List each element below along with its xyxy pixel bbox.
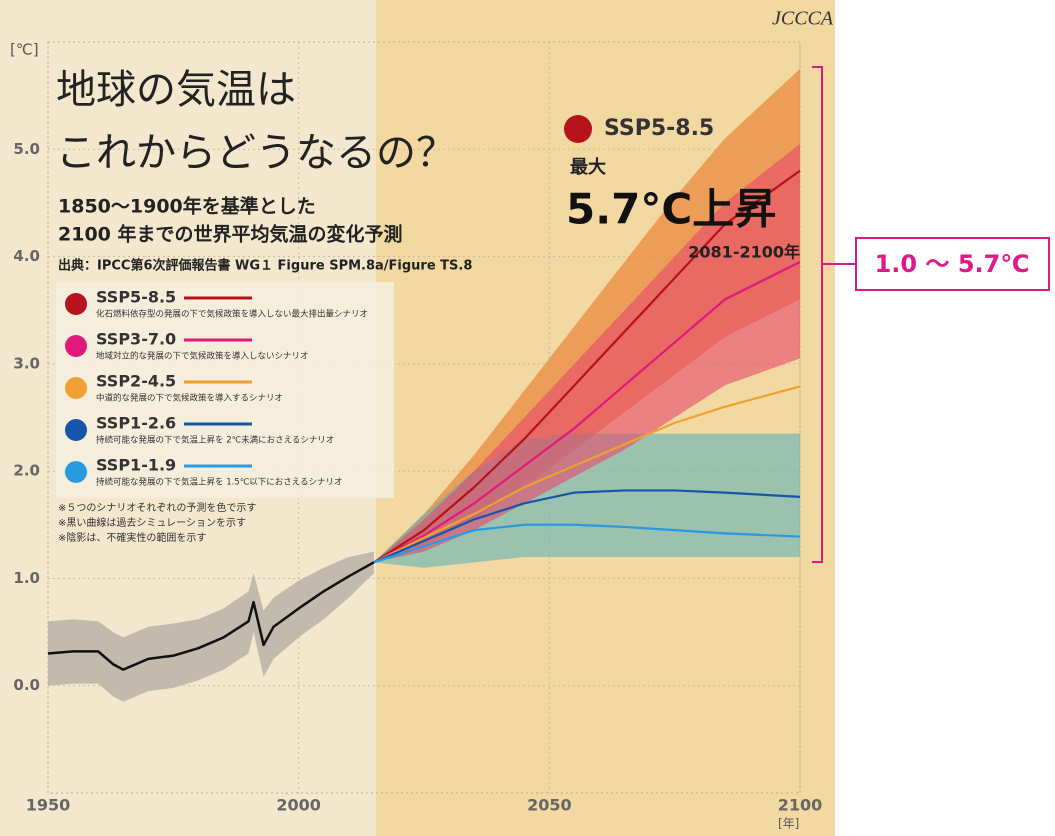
uncertainty-band (373, 68, 800, 563)
legend-description: 地域対立的な発展の下で気候政策を導入しないシナリオ (96, 351, 309, 362)
history-line (47, 561, 375, 671)
note: ※陰影は、不確実性の範囲を示す (58, 531, 206, 544)
annotation-scenario: SSP5-8.5 (604, 116, 714, 141)
y-tick-label: 0.0 (13, 676, 40, 694)
source: 出典：IPCC第6次評価報告書 WG１ Figure SPM.8a/Figure… (58, 258, 472, 274)
legend-panel (56, 282, 394, 498)
callout-bracket (812, 66, 823, 563)
note: ※５つのシナリオそれぞれの予測を色で示す (58, 501, 256, 514)
history-band (48, 551, 374, 702)
y-tick-label: 5.0 (13, 140, 40, 158)
legend-icon (65, 377, 87, 399)
x-tick-label: 2000 (276, 796, 321, 815)
legend-description: 化石燃料依存型の発展の下で気候政策を導入しない最大排出量シナリオ (96, 309, 368, 320)
annotation-value: 5.7°C上昇 (566, 185, 776, 234)
y-tick-label: 2.0 (13, 462, 40, 480)
legend-name: SSP5-8.5 (96, 288, 176, 307)
uncertainty-band (373, 143, 800, 563)
subtitle-line: 2100 年までの世界平均気温の変化予測 (58, 223, 403, 246)
legend-icon (65, 461, 87, 483)
annotation-icon (564, 115, 592, 143)
legend-icon (65, 293, 87, 315)
scenario-line (373, 489, 801, 564)
x-tick-label: 1950 (26, 796, 71, 815)
x-tick-label: 2050 (527, 796, 572, 815)
legend-name: SSP1-1.9 (96, 456, 176, 475)
legend-icon (65, 335, 87, 357)
legend-description: 中道的な発展の下で気候政策を導入するシナリオ (96, 393, 283, 404)
x-tick-label: 2100 (778, 796, 823, 815)
legend-name: SSP1-2.6 (96, 414, 176, 433)
title-line: これからどうなるの？ (56, 130, 456, 176)
legend-description: 持続可能な発展の下で気温上昇を 1.5℃以下におさえるシナリオ (96, 477, 343, 488)
legend-name: SSP3-7.0 (96, 330, 176, 349)
note: ※黒い曲線は過去シミュレーションを示す (58, 516, 246, 529)
y-tick-label: 1.0 (13, 569, 40, 587)
scenario-line (373, 385, 801, 564)
x-unit: [年] (778, 817, 799, 831)
legend-name: SSP2-4.5 (96, 372, 176, 391)
y-tick-label: 4.0 (13, 247, 40, 265)
legend-icon (65, 419, 87, 441)
title-line: 地球の気温は (56, 67, 296, 113)
scenario-line (373, 169, 801, 564)
callout-box (855, 237, 1050, 291)
logo: JCCCA (772, 8, 834, 30)
scenario-line (373, 523, 801, 564)
callout-text: 1.0 ～ 5.7℃ (875, 250, 1030, 278)
subtitle-line: 1850～1900年を基準とした (58, 195, 316, 218)
annotation-label: 最大 (570, 156, 606, 178)
annotation-period: 2081-2100年 (688, 243, 800, 262)
y-unit: [℃] (10, 41, 39, 59)
marks (47, 42, 801, 793)
scenario-line (373, 260, 801, 564)
y-tick-label: 3.0 (13, 354, 40, 372)
legend-description: 持続可能な発展の下で気温上昇を 2℃未満におさえるシナリオ (96, 435, 334, 446)
